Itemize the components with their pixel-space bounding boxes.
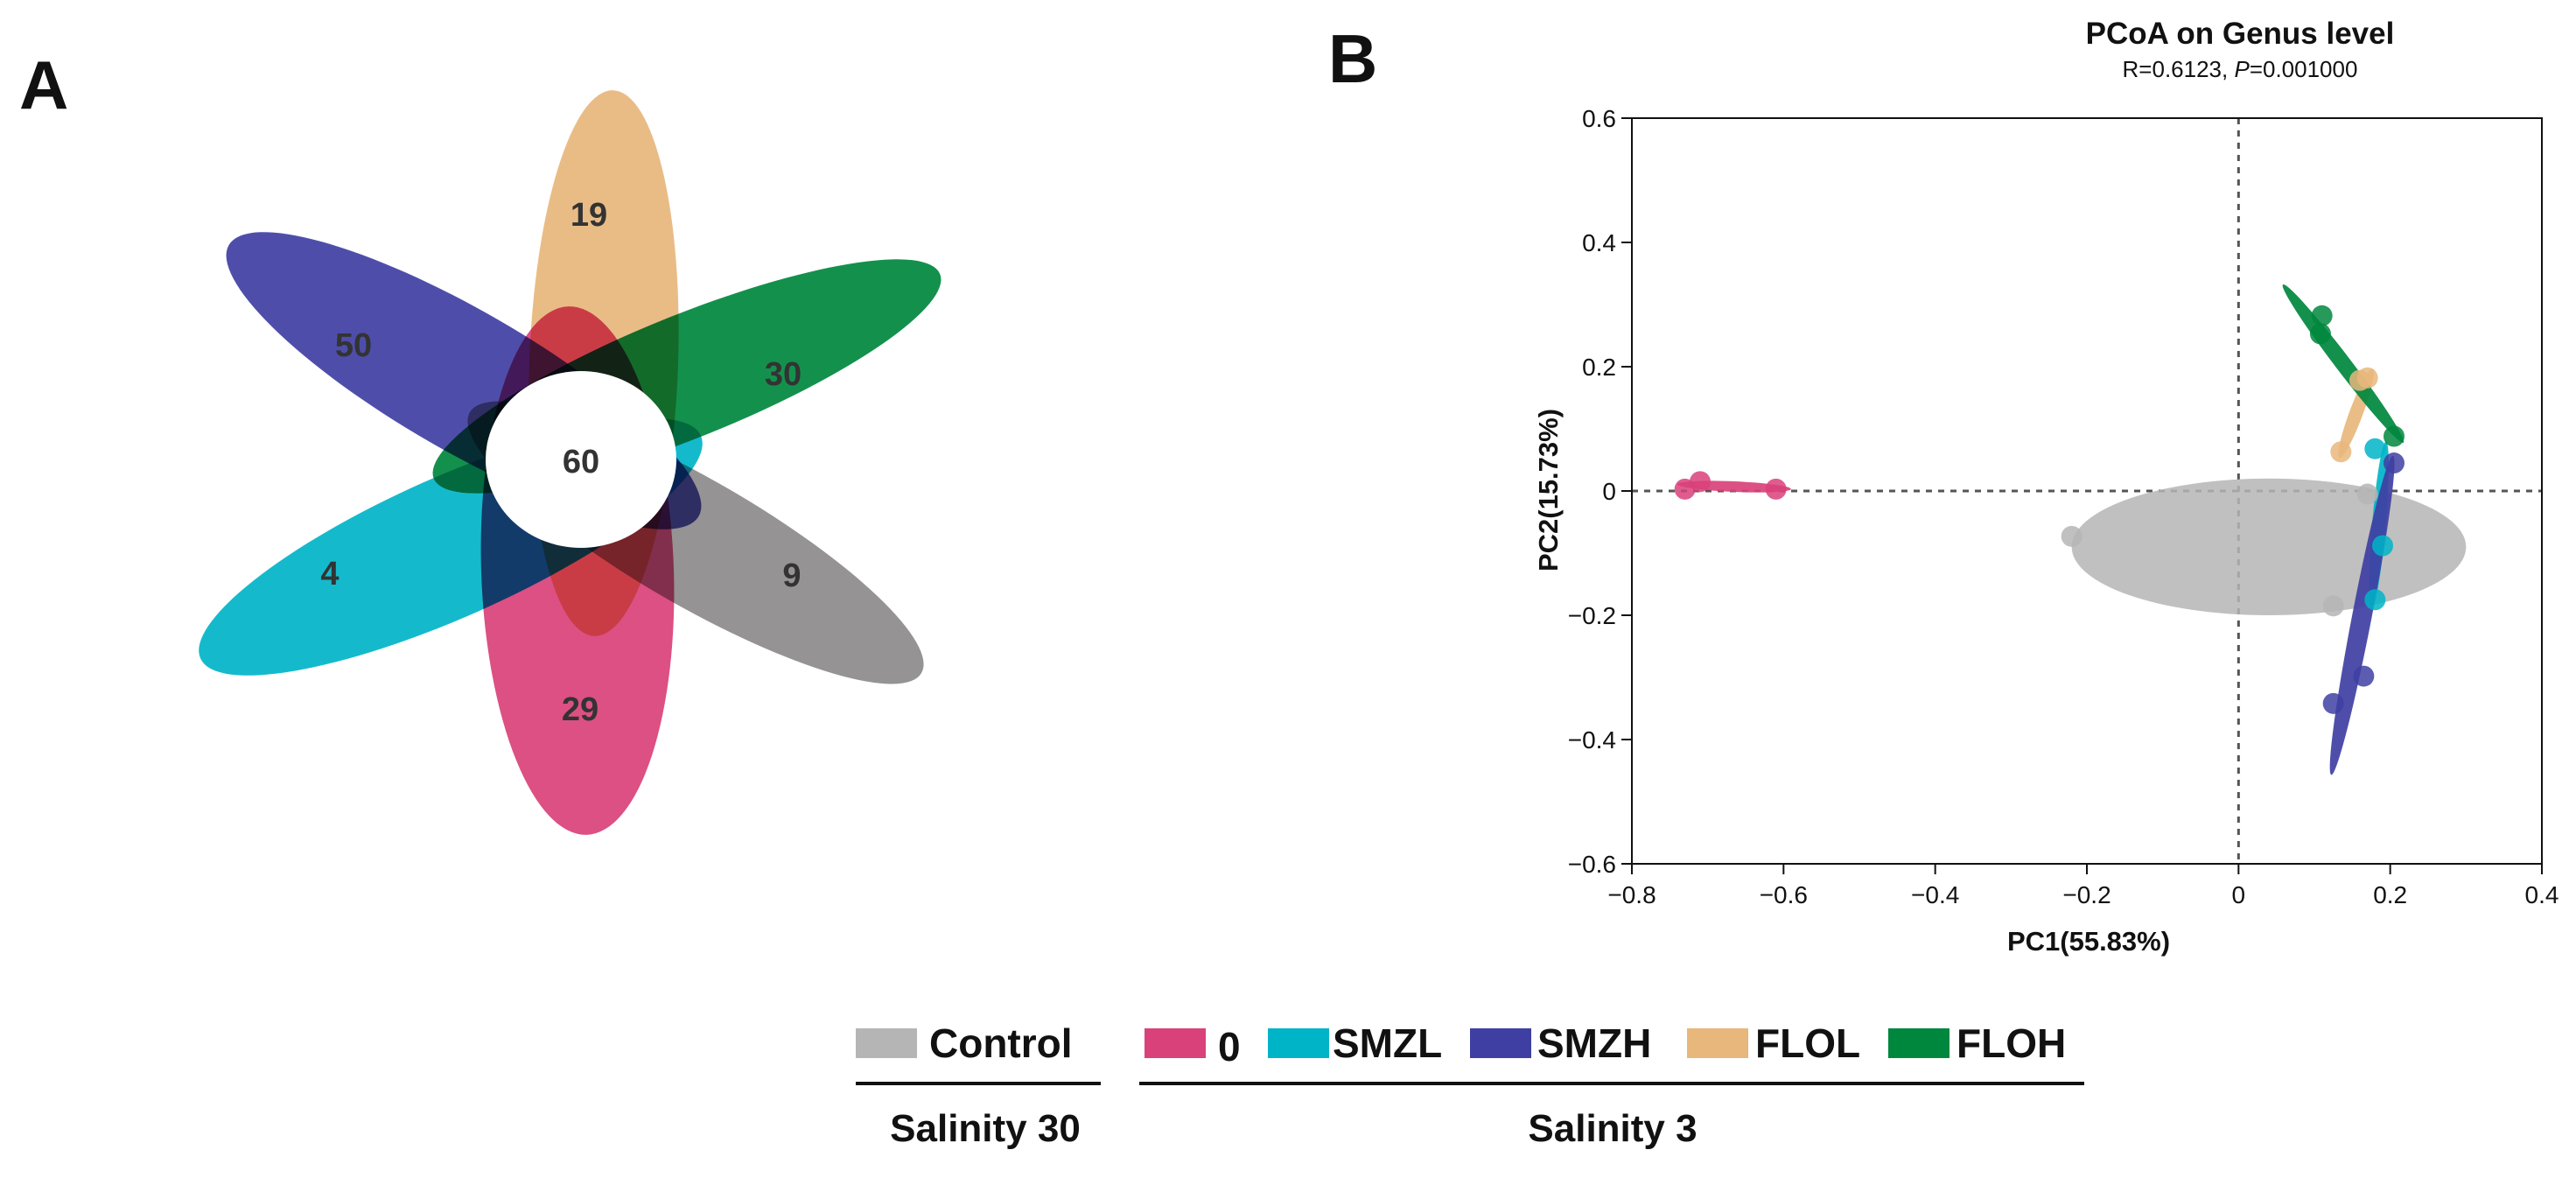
legend-swatch-floh	[1888, 1028, 1950, 1058]
x-axis: −0.8 −0.6 −0.4 −0.2 0 0.2 0.4	[1607, 864, 2558, 908]
bracket-label-salinity-3: Salinity 3	[1528, 1107, 1697, 1150]
x-tick-label: 0.4	[2525, 881, 2559, 908]
x-axis-label: PC1(55.83%)	[2007, 926, 2170, 957]
point-flol	[2356, 367, 2378, 389]
panel-label-b: B	[1328, 20, 1377, 97]
point-control	[2322, 595, 2344, 617]
legend-label-floh: FLOH	[1956, 1020, 2066, 1066]
bracket-label-salinity-30: Salinity 30	[890, 1107, 1081, 1150]
point-smzl	[2372, 535, 2393, 557]
point-floh	[2309, 323, 2331, 345]
venn-label-smzl: 4	[320, 556, 339, 593]
venn-label-center: 60	[563, 444, 599, 480]
legend-label-smzl: SMZL	[1333, 1020, 1442, 1066]
y-tick-label: −0.4	[1568, 726, 1616, 754]
venn-label-smzh: 50	[335, 327, 372, 364]
ellipse-smzh	[2329, 455, 2395, 775]
x-tick-label: −0.8	[1607, 881, 1656, 908]
ellipse-control	[2071, 478, 2467, 616]
chart-subtitle: R=0.6123, P=0.001000	[2123, 56, 2358, 82]
venn-center	[486, 371, 676, 548]
legend-label-smzh: SMZH	[1537, 1020, 1651, 1066]
venn-label-flol: 19	[570, 197, 607, 234]
legend-label-control: Control	[929, 1020, 1073, 1066]
pcoa-chart: PCoA on Genus level R=0.6123, P=0.001000…	[1533, 17, 2558, 957]
point-smzh	[2322, 692, 2344, 714]
y-tick-label: −0.2	[1568, 602, 1616, 629]
venn-diagram: 60 19 30 9 29 4 50	[199, 90, 942, 835]
legend-swatch-smzh	[1470, 1028, 1531, 1058]
point-floh	[2311, 305, 2333, 326]
chart-title: PCoA on Genus level	[2086, 17, 2395, 51]
ellipse-floh	[2282, 284, 2404, 443]
point-flol	[2330, 441, 2352, 463]
point-smzl	[2364, 438, 2386, 459]
venn-label-floh: 30	[765, 356, 802, 393]
legend-label-flol: FLOL	[1755, 1020, 1860, 1066]
panel-label-a: A	[19, 46, 68, 123]
point-smzl	[2364, 589, 2386, 611]
x-tick-label: −0.6	[1760, 881, 1808, 908]
x-tick-label: −0.4	[1911, 881, 1959, 908]
x-tick-label: −0.2	[2062, 881, 2110, 908]
legend-swatch-control	[856, 1028, 917, 1058]
point-control	[2356, 483, 2378, 505]
point-smzh	[2384, 452, 2404, 474]
point-smzh	[2353, 665, 2375, 687]
legend-swatch-flol	[1687, 1028, 1748, 1058]
venn-label-0: 29	[562, 691, 598, 728]
x-tick-label: 0.2	[2373, 881, 2407, 908]
y-tick-label: 0	[1602, 478, 1616, 505]
point-0	[1690, 471, 1711, 493]
x-tick-label: 0	[2232, 881, 2246, 908]
legend: Control 0 SMZL SMZH FLOL FLOH Salinity 3…	[856, 1020, 2084, 1150]
venn-label-control: 9	[782, 557, 801, 594]
legend-swatch-0	[1144, 1028, 1206, 1058]
y-tick-label: 0.4	[1582, 229, 1616, 256]
y-tick-label: 0.6	[1582, 105, 1616, 132]
point-control	[2061, 525, 2082, 547]
y-tick-label: −0.6	[1568, 851, 1616, 878]
legend-label-0: 0	[1218, 1024, 1241, 1069]
legend-swatch-smzl	[1268, 1028, 1329, 1058]
y-tick-label: 0.2	[1582, 354, 1616, 381]
y-axis: 0.6 0.4 0.2 0 −0.2 −0.4 −0.6	[1568, 105, 1632, 878]
y-axis-label: PC2(15.73%)	[1533, 409, 1564, 571]
point-0	[1765, 478, 1787, 500]
point-floh	[2384, 425, 2404, 447]
